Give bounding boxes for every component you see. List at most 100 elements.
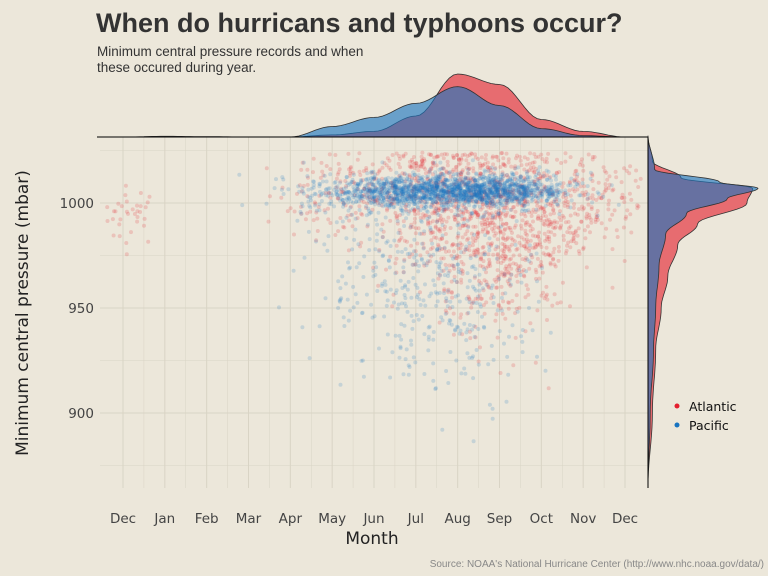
data-point-atlantic: [476, 157, 481, 161]
data-point-atlantic: [455, 153, 459, 158]
data-point-atlantic: [460, 168, 465, 173]
data-point-atlantic: [492, 225, 497, 230]
y-tick-label: 1000: [60, 196, 94, 212]
data-point-atlantic: [389, 195, 394, 200]
data-point-atlantic: [488, 200, 493, 205]
data-point-atlantic: [476, 359, 481, 364]
data-point-pacific: [323, 296, 328, 301]
data-point-atlantic: [394, 213, 399, 218]
data-point-pacific: [375, 232, 380, 237]
data-point-pacific: [541, 173, 546, 178]
data-point-pacific: [401, 201, 406, 206]
data-point-atlantic: [555, 301, 560, 306]
data-point-atlantic: [479, 296, 484, 301]
data-point-atlantic: [457, 157, 461, 162]
data-point-pacific: [397, 355, 402, 360]
data-point-atlantic: [502, 228, 507, 233]
data-point-pacific: [439, 188, 444, 193]
data-point-pacific: [371, 268, 376, 273]
month-density-panel: [97, 73, 648, 138]
data-point-atlantic: [522, 175, 526, 180]
data-point-atlantic: [456, 173, 461, 177]
data-point-pacific: [441, 193, 445, 198]
data-point-atlantic: [496, 225, 501, 230]
data-point-atlantic: [468, 253, 473, 258]
data-point-atlantic: [336, 196, 341, 201]
data-point-atlantic: [476, 231, 481, 236]
data-point-atlantic: [421, 212, 425, 217]
data-point-atlantic: [509, 236, 514, 241]
data-point-pacific: [435, 182, 440, 187]
data-point-atlantic: [497, 194, 502, 199]
data-point-atlantic: [353, 210, 358, 215]
data-point-pacific: [365, 196, 370, 201]
data-point-atlantic: [511, 261, 516, 266]
data-point-atlantic: [502, 188, 507, 193]
data-point-pacific: [412, 198, 417, 203]
data-point-atlantic: [381, 229, 386, 234]
data-point-atlantic: [559, 161, 564, 165]
data-point-pacific: [499, 202, 504, 207]
data-point-atlantic: [507, 248, 512, 253]
data-point-atlantic: [589, 207, 594, 211]
data-point-atlantic: [586, 152, 591, 157]
data-point-atlantic: [530, 160, 535, 165]
data-point-atlantic: [409, 222, 414, 227]
data-point-atlantic: [482, 311, 487, 316]
data-point-atlantic: [439, 171, 444, 176]
data-point-atlantic: [563, 199, 568, 204]
data-point-pacific: [373, 247, 378, 252]
data-point-pacific: [370, 184, 375, 189]
data-point-atlantic: [537, 240, 542, 245]
data-point-atlantic: [412, 161, 417, 166]
data-point-atlantic: [450, 243, 454, 248]
data-point-atlantic: [561, 181, 566, 186]
data-point-atlantic: [508, 196, 513, 201]
data-point-pacific: [477, 282, 482, 287]
data-point-atlantic: [524, 245, 529, 250]
data-point-atlantic: [551, 208, 556, 213]
data-point-atlantic: [533, 155, 538, 160]
data-point-atlantic: [574, 168, 579, 173]
data-point-pacific: [336, 279, 341, 284]
data-point-atlantic: [431, 160, 436, 165]
data-point-atlantic: [558, 226, 563, 231]
data-point-atlantic: [387, 165, 392, 170]
data-point-atlantic: [600, 192, 605, 197]
data-point-pacific: [537, 179, 542, 183]
data-point-pacific: [392, 197, 397, 201]
data-point-atlantic: [619, 180, 624, 185]
data-point-atlantic: [614, 228, 619, 233]
data-point-atlantic: [485, 160, 490, 165]
data-point-atlantic: [460, 180, 464, 184]
data-point-atlantic: [495, 252, 500, 256]
data-point-atlantic: [511, 192, 516, 197]
data-point-atlantic: [528, 224, 533, 229]
data-point-atlantic: [402, 238, 407, 243]
data-point-pacific: [551, 173, 556, 178]
data-point-atlantic: [571, 239, 576, 244]
data-point-atlantic: [341, 224, 346, 229]
data-point-atlantic: [471, 169, 476, 174]
data-point-pacific: [352, 237, 357, 242]
data-point-atlantic: [567, 226, 571, 231]
data-point-atlantic: [412, 207, 417, 212]
data-point-pacific: [431, 378, 436, 383]
data-point-atlantic: [585, 224, 590, 229]
data-point-atlantic: [436, 192, 441, 197]
data-point-atlantic: [506, 281, 511, 286]
data-point-pacific: [412, 237, 417, 242]
data-point-pacific: [409, 197, 414, 202]
data-point-atlantic: [604, 185, 608, 190]
data-point-pacific: [534, 173, 539, 177]
data-point-pacific: [464, 196, 469, 201]
data-point-atlantic: [635, 206, 640, 211]
data-point-atlantic: [506, 270, 511, 275]
data-point-pacific: [435, 219, 440, 224]
data-point-pacific: [329, 202, 334, 207]
data-point-atlantic: [506, 247, 511, 252]
data-point-atlantic: [533, 267, 538, 272]
data-point-pacific: [449, 182, 454, 187]
data-point-atlantic: [575, 233, 580, 238]
data-point-pacific: [433, 170, 438, 175]
